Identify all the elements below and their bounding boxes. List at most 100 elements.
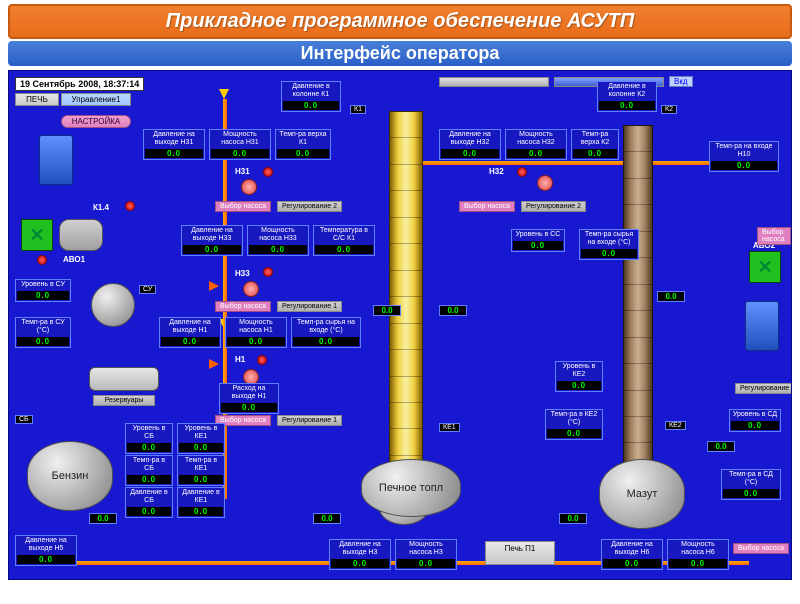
pipe-line	[389, 161, 749, 165]
ibox-p-k2: Давление в колонне К2 0.0	[597, 81, 657, 112]
reservoirs-vessel	[89, 367, 159, 391]
ibox-q-h31: Мощность насоса Н310.0	[209, 129, 271, 160]
pump-h31-icon[interactable]	[241, 179, 257, 195]
label-k1-4: К1.4	[93, 203, 109, 212]
ibox-q-h1: Мощность насоса Н10.0	[225, 317, 287, 348]
ibox-l-sb: Уровень в СБ0.0	[125, 423, 173, 454]
tag-ke2: КЕ2	[665, 421, 686, 430]
label: Давление в колонне К2	[598, 82, 656, 100]
furnace-p1-block[interactable]: Печь П1	[485, 541, 555, 565]
ibox-p-h32: Давление на выходе Н320.0	[439, 129, 501, 160]
reg2-h32[interactable]: Регулирование 2	[521, 201, 586, 212]
ibox-q-h3: Мощность насоса Н30.0	[395, 539, 457, 570]
col-k1-side-value: 0.0	[439, 305, 467, 316]
status-led-h1	[257, 355, 267, 365]
ibox-p-sb: Давление в СБ0.0	[125, 487, 173, 518]
pump-h33-icon[interactable]	[243, 281, 259, 297]
ibox-p-h3: Давление на выходе Н30.0	[329, 539, 391, 570]
benzin-value: 0.0	[89, 513, 117, 524]
value: 0.0	[599, 101, 655, 110]
settings-button[interactable]: НАСТРОЙКА	[61, 115, 131, 128]
product-pech-topl: Печное топл	[361, 459, 461, 517]
heat-exchanger-1	[39, 135, 73, 185]
ibox-t-cc-k1: Температура в С/С К10.0	[313, 225, 375, 256]
column-k2	[623, 125, 653, 505]
ibox-t-k1: Темп-ра верха К10.0	[275, 129, 331, 160]
status-led-k14	[125, 201, 135, 211]
pump-h32-icon[interactable]	[537, 175, 553, 191]
pump-select-h6[interactable]: Выбор насоса	[733, 543, 789, 554]
ibox-l-cc: Уровень в СС0.0	[511, 229, 565, 252]
ibox-f-h1: Расход на выходе Н10.0	[219, 383, 279, 414]
ibox-t-raw: Темп-ра сырья на входе (°С)0.0	[579, 229, 639, 260]
reg1-h1[interactable]: Регулирование 1	[277, 415, 342, 426]
ibox-p-ke1: Давление в КЕ10.0	[177, 487, 225, 518]
reservoirs-button[interactable]: Резервуары	[93, 395, 155, 406]
label-h33: Н33	[235, 269, 250, 278]
reg-right[interactable]: Регулирование	[735, 383, 792, 394]
pump-select-h33[interactable]: Выбор насоса	[215, 301, 271, 312]
tab-furnace[interactable]: ПЕЧЬ	[15, 93, 59, 106]
status-led-h31	[263, 167, 273, 177]
product-benzin: Бензин	[27, 441, 113, 511]
pech-topl-value: 0.0	[313, 513, 341, 524]
datetime-display: 19 Сентябрь 2008, 18:37:14	[15, 77, 144, 91]
pump-select-h31[interactable]: Выбор насоса	[215, 201, 271, 212]
cooler-1	[59, 219, 103, 251]
label: Давление в колонне К1	[282, 82, 340, 100]
subtitle-bar: Интерфейс оператора	[8, 41, 792, 66]
ibox-t-h10: Темп-ра на входе Н100.0	[709, 141, 779, 172]
label-avo1: АВО1	[63, 255, 85, 264]
sd-near-value: 0.0	[707, 441, 735, 452]
ibox-t-sb: Темп-ра в СБ0.0	[125, 455, 173, 486]
tag-ke1: КЕ1	[439, 423, 460, 432]
col-k2-mid-value: 0.0	[657, 291, 685, 302]
mazut-value: 0.0	[559, 513, 587, 524]
ibox-l-ke2: Уровень в КЕ20.0	[555, 361, 603, 392]
flow-arrow-icon	[209, 281, 219, 291]
ibox-l-sd: Уровень в СД0.0	[729, 409, 781, 432]
value: 0.0	[283, 101, 339, 110]
vessel-su	[91, 283, 135, 327]
status-led-h32	[517, 167, 527, 177]
heat-exchanger-2	[745, 301, 779, 351]
reg1-h33[interactable]: Регулирование 1	[277, 301, 342, 312]
tag-sb: СБ	[15, 415, 33, 424]
scada-canvas: 19 Сентябрь 2008, 18:37:14 ПЕЧЬ Управлен…	[8, 70, 792, 580]
app-title-bar: Прикладное программное обеспечение АСУТП	[8, 4, 792, 39]
fan-1-icon[interactable]	[21, 219, 53, 251]
ibox-q-h32: Мощность насоса Н320.0	[505, 129, 567, 160]
ibox-t-k2: Темп-ра верха К20.0	[571, 129, 619, 160]
ibox-q-h6: Мощность насоса Н60.0	[667, 539, 729, 570]
pump-select-avo2[interactable]: Выбор насоса	[757, 227, 791, 245]
ibox-l-su: Уровень в СУ0.0	[15, 279, 71, 302]
ibox-p-h5: Давление на выходе Н50.0	[15, 535, 77, 566]
ibox-t-ke2: Темп-ра в КЕ2 (°С)0.0	[545, 409, 603, 440]
ibox-p-h1: Давление на выходе Н10.0	[159, 317, 221, 348]
app-title: Прикладное программное обеспечение АСУТП	[166, 10, 635, 32]
ibox-p-h6: Давление на выходе Н60.0	[601, 539, 663, 570]
ibox-p-k1: Давление в колонне К1 0.0	[281, 81, 341, 112]
pump-select-h32[interactable]: Выбор насоса	[459, 201, 515, 212]
ibox-t-raw2: Темп-ра сырья на входе (°С)0.0	[291, 317, 361, 348]
ibox-t-su: Темп-ра в СУ (°С)0.0	[15, 317, 71, 348]
column-k1	[389, 111, 423, 491]
subtitle: Интерфейс оператора	[301, 43, 500, 63]
flow-arrow-icon	[219, 89, 229, 99]
vkd-indicator[interactable]: Вкд	[669, 76, 693, 87]
ibox-q-h33: Мощность насоса Н330.0	[247, 225, 309, 256]
fan-2-icon[interactable]	[749, 251, 781, 283]
tag-k1: К1	[350, 105, 366, 114]
ibox-l-ke1: Уровень в КЕ10.0	[177, 423, 225, 454]
status-led-avo1	[37, 255, 47, 265]
ibox-p-h31: Давление на выходе Н310.0	[143, 129, 205, 160]
tag-su: СУ	[139, 285, 156, 294]
ibox-t-ke1: Темп-ра в КЕ10.0	[177, 455, 225, 486]
status-led-h33	[263, 267, 273, 277]
reg2-h31[interactable]: Регулирование 2	[277, 201, 342, 212]
tab-control1[interactable]: Управление1	[61, 93, 131, 106]
ibox-t-sd: Темп-ра в СД (°С)0.0	[721, 469, 781, 500]
label-h32: Н32	[489, 167, 504, 176]
ibox-p-h33: Давление на выходе Н330.0	[181, 225, 243, 256]
label-h31: Н31	[235, 167, 250, 176]
